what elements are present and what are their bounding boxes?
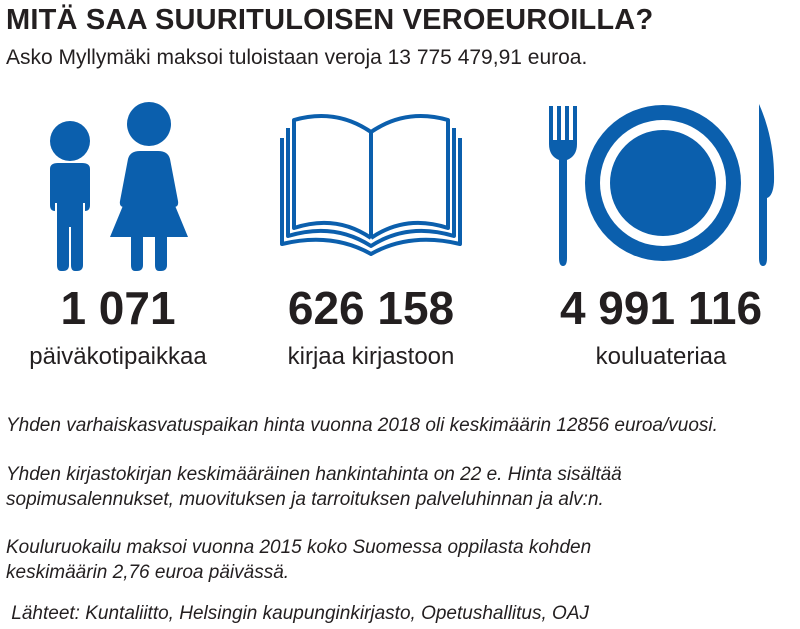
plate-cutlery-icon	[549, 104, 775, 266]
book-icon	[280, 114, 462, 256]
stat-label-books: kirjaa kirjastoon	[287, 343, 455, 370]
note-meal-cost-line2: keskimäärin 2,76 euroa päivässä.	[6, 562, 290, 583]
note-book-cost-line2: sopimusalennukset, muovituksen ja tarroi…	[6, 489, 604, 510]
page-subtitle: Asko Myllymäki maksoi tuloistaan veroja …	[6, 46, 588, 69]
stat-value-books: 626 158	[287, 282, 455, 334]
note-daycare-cost: Yhden varhaiskasvatuspaikan hinta vuonna…	[6, 415, 718, 436]
stat-label-daycare: päiväkotipaikkaa	[29, 343, 207, 370]
children-icon	[50, 102, 188, 271]
stat-label-meals: kouluateriaa	[595, 343, 727, 370]
note-meal-cost-line1: Kouluruokailu maksoi vuonna 2015 koko Su…	[6, 537, 592, 558]
sources-note: Lähteet: Kuntaliitto, Helsingin kaupungi…	[6, 603, 589, 624]
page-title: MITÄ SAA SUURITULOISEN VEROEUROILLA?	[6, 4, 654, 36]
stat-value-daycare: 1 071	[60, 282, 176, 334]
note-book-cost-line1: Yhden kirjastokirjan keskimääräinen hank…	[6, 464, 622, 485]
stat-value-meals: 4 991 116	[559, 282, 763, 334]
